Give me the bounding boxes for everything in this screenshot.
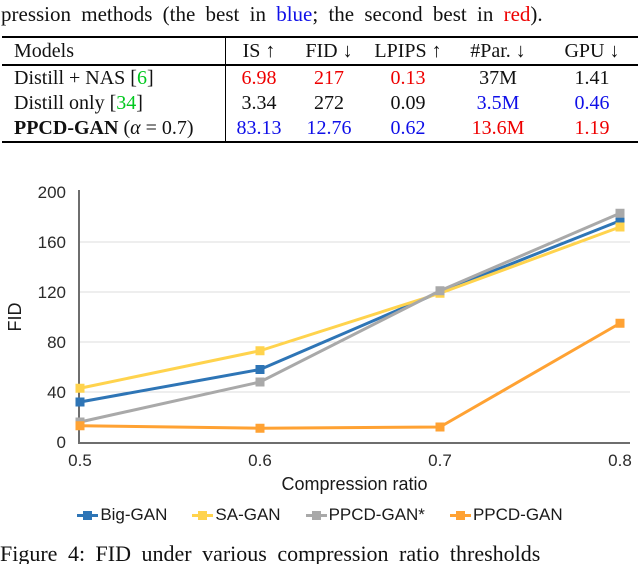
value-cell: 217 [314, 67, 344, 89]
model-cell: PPCD-GAN (α = 0.7) [2, 116, 225, 141]
value-cell: 3.5M [476, 92, 520, 114]
caption-text: ). [530, 2, 543, 26]
table-body: Distill + NAS [6] 6.98 217 0.13 37M 1.41 Disti… [2, 66, 638, 141]
fid-line-chart: 0 40 80 120 160 200 0.5 0.6 0.7 0.8 Compression ra… [5, 183, 632, 494]
data-point-marker [255, 377, 265, 387]
y-tick-label: 160 [38, 233, 66, 252]
legend-item: PPCD-GAN [449, 505, 563, 525]
value-cell: 6.98 [225, 66, 292, 91]
table-header-cell: Models [14, 40, 74, 62]
value-cell: 272 [314, 92, 344, 114]
caption-word-blue: blue [276, 2, 313, 26]
caption-word-red: red [503, 2, 531, 26]
data-point-marker [615, 222, 625, 232]
legend-square [311, 511, 321, 520]
legend-marker-icon [192, 509, 214, 521]
caption-text: pression methods (the best in [1, 2, 277, 26]
legend-square [198, 511, 208, 520]
y-tick-label: 0 [57, 433, 66, 452]
table-header-cell: #Par. ↓ [470, 40, 526, 62]
value-cell: 83.13 [225, 116, 292, 141]
x-tick-label: 0.8 [608, 451, 632, 470]
table-text-segment: = 0.7) [140, 117, 194, 139]
chart-legend: Big-GAN SA-GAN PPCD-GAN* PPCD-GAN [0, 505, 640, 525]
table-row: Distill + NAS [6] 6.98 217 0.13 37M 1.41 [2, 66, 638, 91]
data-point-marker [75, 397, 85, 407]
value-cell: 37M [479, 67, 517, 89]
series-line-big-gan [79, 219, 621, 404]
x-tick-label: 0.7 [428, 451, 452, 470]
legend-square [83, 511, 93, 520]
table-text-segment: PPCD-GAN [14, 117, 119, 139]
legend-item: Big-GAN [77, 505, 167, 525]
table-text-segment: ] [146, 67, 154, 89]
value-cell: 1.19 [574, 117, 610, 139]
table-text-segment: ( [118, 117, 131, 139]
legend-label: PPCD-GAN* [328, 505, 425, 524]
table-header-cell: FID ↓ [305, 40, 353, 62]
value-cell: 0.62 [390, 117, 426, 139]
table-row: Distill only [34] 3.34 272 0.09 3.5M 0.46 [2, 91, 638, 116]
legend-item: SA-GAN [192, 505, 281, 525]
table-text-segment: Distill + NAS [ [14, 67, 137, 89]
legend-label: SA-GAN [215, 505, 281, 524]
value-cell: 12.76 [306, 117, 352, 139]
table-text-segment: 34 [116, 92, 137, 114]
legend-item: PPCD-GAN* [305, 505, 425, 525]
series-line-sa-gan [79, 225, 621, 390]
legend-label: Big-GAN [100, 505, 168, 524]
table-text-segment: Distill only [ [14, 92, 117, 114]
table-header-cell: GPU ↓ [564, 40, 620, 62]
y-tick-label: 80 [47, 333, 66, 352]
model-cell: Distill + NAS [6] [2, 66, 225, 91]
data-point-marker [255, 346, 265, 356]
table-row: PPCD-GAN (α = 0.7) 83.13 12.76 0.62 13.6M 1.1… [2, 116, 638, 141]
y-tick-label: 40 [47, 383, 66, 402]
caption-text: ; the second best in [312, 2, 504, 26]
x-tick-label: 0.6 [248, 451, 272, 470]
legend-marker-icon [449, 509, 471, 521]
legend-label: PPCD-GAN [472, 505, 563, 524]
results-table: Models IS ↑ FID ↓ LPIPS ↑ #Par. ↓ GPU ↓ Disti… [2, 36, 638, 143]
table-header-cell: LPIPS ↑ [374, 40, 442, 62]
data-point-marker [255, 365, 265, 374]
data-point-marker [615, 216, 625, 226]
legend-square [455, 511, 465, 520]
data-point-marker [255, 423, 265, 433]
data-point-marker [615, 208, 625, 218]
y-tick-label: 200 [38, 183, 66, 202]
series-line-ppcd-gan [79, 321, 621, 430]
y-tick-label: 120 [38, 283, 66, 302]
table-text-segment: 6 [136, 67, 147, 89]
value-cell: 0.46 [574, 92, 610, 114]
model-cell: Distill only [34] [2, 91, 225, 116]
data-point-marker [615, 318, 625, 328]
table-text-segment: ] [136, 92, 143, 114]
series-line-ppcd-gan- [79, 211, 621, 424]
x-tick-label: 0.5 [68, 451, 92, 470]
data-point-marker [75, 383, 85, 393]
legend-marker-icon [305, 509, 327, 521]
legend-marker-icon [77, 509, 99, 521]
value-cell: 3.34 [225, 91, 292, 116]
data-point-marker [435, 422, 445, 432]
data-point-marker [435, 286, 445, 296]
table-text-segment: α [130, 117, 141, 139]
value-cell: 13.6M [471, 117, 525, 139]
data-point-marker [75, 421, 85, 431]
x-axis-title: Compression ratio [281, 474, 427, 494]
table-caption-fragment: pression methods (the best in blue; the … [1, 0, 640, 28]
value-cell: 0.09 [390, 92, 426, 114]
table-header-cell: IS ↑ [225, 38, 292, 64]
figure-caption: Figure 4: FID under various compression … [0, 541, 541, 564]
value-cell: 0.13 [390, 67, 426, 89]
value-cell: 1.41 [574, 67, 610, 89]
table-header-row: Models IS ↑ FID ↓ LPIPS ↑ #Par. ↓ GPU ↓ [2, 38, 638, 66]
y-axis-title: FID [5, 303, 25, 332]
